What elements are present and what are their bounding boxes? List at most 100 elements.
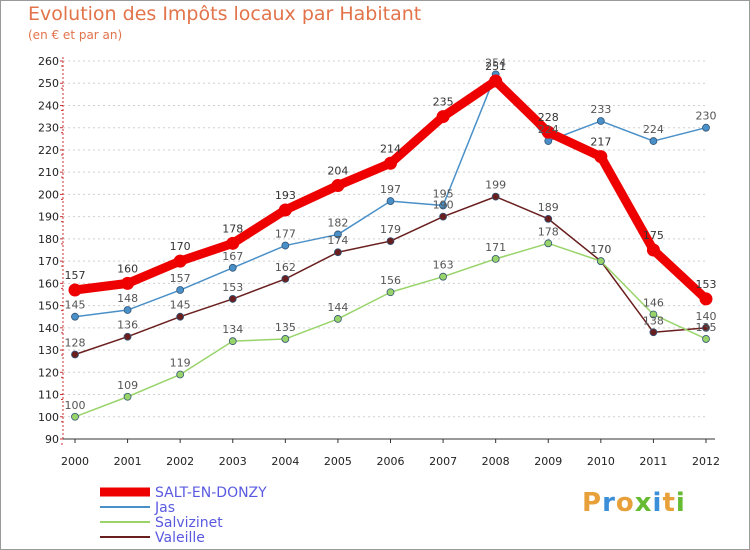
data-label: 145	[65, 299, 86, 312]
y-tick-label: 100	[38, 411, 59, 424]
data-point	[278, 203, 292, 217]
data-point	[596, 117, 605, 125]
data-point	[384, 156, 397, 170]
data-point	[702, 123, 710, 132]
y-tick-label: 160	[38, 277, 59, 290]
data-label: 135	[275, 321, 296, 334]
data-point	[386, 288, 395, 297]
data-point	[123, 306, 132, 314]
x-tick-label: 2007	[429, 455, 457, 468]
data-label: 167	[222, 250, 243, 263]
data-point	[702, 323, 710, 332]
data-label: 178	[222, 222, 243, 235]
data-label: 136	[117, 319, 138, 332]
data-label: 157	[170, 272, 191, 285]
data-label: 197	[380, 183, 401, 196]
data-label: 153	[222, 281, 243, 294]
data-point	[699, 292, 713, 306]
data-label: 171	[485, 241, 506, 254]
y-tick-label: 190	[38, 211, 59, 224]
data-point	[331, 179, 345, 193]
y-tick-label: 180	[38, 233, 59, 246]
data-point	[439, 201, 447, 210]
data-point	[596, 257, 605, 266]
y-tick-label: 210	[38, 166, 59, 179]
data-label: 170	[170, 240, 191, 253]
data-point	[386, 237, 395, 246]
data-point	[176, 370, 185, 379]
chart-subtitle: (en € et par an)	[28, 28, 123, 42]
data-point	[68, 283, 82, 297]
data-label: 170	[590, 243, 611, 256]
proxiti-logo: Proxiti	[582, 488, 686, 518]
data-point	[123, 332, 132, 341]
data-point	[123, 392, 132, 401]
data-label: 228	[538, 111, 559, 124]
data-point	[281, 275, 290, 283]
data-point	[702, 335, 710, 343]
data-label: 138	[643, 314, 664, 327]
data-label: 189	[538, 201, 559, 214]
data-point	[173, 254, 187, 268]
data-label: 224	[643, 123, 664, 136]
data-label: 109	[117, 379, 138, 392]
data-point	[334, 248, 342, 257]
data-point	[334, 315, 342, 323]
data-point	[541, 125, 555, 139]
data-point	[386, 197, 395, 205]
data-label: 156	[380, 274, 401, 287]
x-tick-label: 2012	[692, 455, 720, 468]
data-point	[439, 212, 447, 221]
data-point	[334, 230, 342, 239]
x-tick-label: 2003	[219, 455, 247, 468]
data-point	[71, 412, 79, 421]
y-tick-label: 90	[45, 433, 59, 446]
data-point	[649, 137, 658, 145]
data-label: 214	[380, 142, 401, 155]
data-label: 177	[275, 228, 296, 241]
data-point	[646, 243, 660, 257]
x-tick-label: 2002	[166, 455, 194, 468]
data-label: 233	[590, 103, 611, 116]
data-label: 182	[327, 216, 348, 229]
data-label: 178	[538, 225, 559, 238]
data-label: 179	[380, 223, 401, 236]
x-tick-label: 2011	[639, 455, 667, 468]
data-label: 140	[696, 310, 717, 323]
data-label: 199	[485, 179, 506, 192]
data-point	[281, 335, 290, 343]
data-label: 135	[696, 321, 717, 334]
data-point	[544, 239, 553, 248]
data-point	[71, 350, 79, 359]
y-tick-label: 260	[38, 55, 59, 68]
legend-label: SALT-EN-DONZY	[155, 485, 267, 501]
data-label: 175	[643, 229, 664, 242]
x-tick-label: 2008	[482, 455, 510, 468]
data-point	[544, 214, 553, 223]
data-point	[491, 192, 500, 201]
data-label: 190	[433, 199, 454, 212]
legend-label: Valeille	[155, 530, 205, 546]
data-point	[281, 241, 290, 250]
y-tick-label: 240	[38, 99, 59, 112]
data-label: 235	[433, 96, 454, 109]
data-point	[649, 328, 658, 337]
data-label: 153	[696, 278, 717, 291]
data-point	[489, 74, 503, 88]
data-label: 100	[65, 399, 86, 412]
data-label: 148	[117, 292, 138, 305]
data-point	[176, 312, 185, 321]
data-label: 224	[538, 123, 559, 136]
x-tick-label: 2001	[114, 455, 142, 468]
y-tick-label: 170	[38, 255, 59, 268]
data-label: 160	[117, 262, 138, 275]
data-label: 144	[327, 301, 348, 314]
x-tick-label: 2005	[324, 455, 352, 468]
data-point	[176, 286, 185, 294]
legend-label: Jas	[154, 500, 175, 516]
data-label: 217	[590, 136, 611, 149]
data-point	[228, 263, 237, 272]
data-label: 254	[485, 56, 506, 69]
data-point	[228, 295, 237, 303]
data-label: 174	[327, 234, 348, 247]
